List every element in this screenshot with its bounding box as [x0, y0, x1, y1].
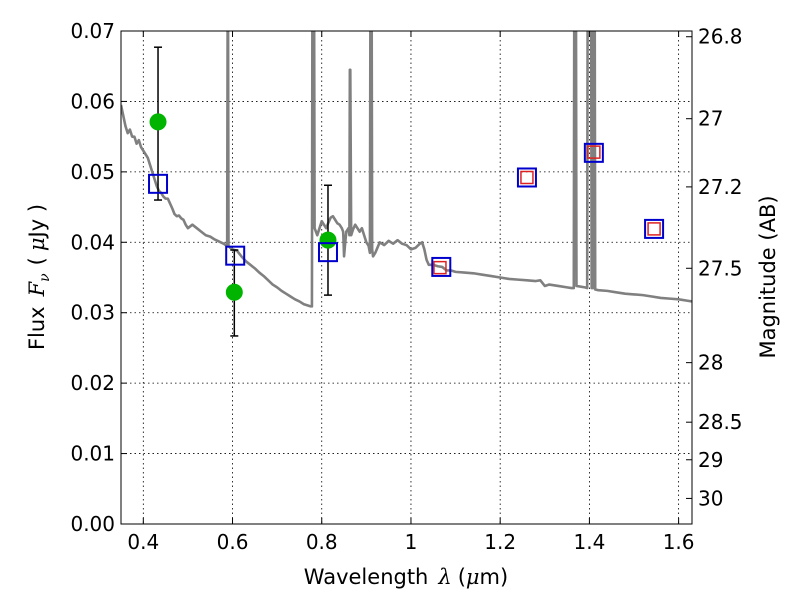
y-tick-label: 0.06: [70, 89, 115, 113]
x-tick-label: 1.2: [484, 530, 516, 554]
model-photometry-ir-square: [520, 170, 534, 185]
sed-model-line: [121, 31, 692, 308]
model-photometry-square: [431, 256, 452, 277]
x-axis-label-mu: μ: [466, 565, 480, 589]
x-axis-label-lambda: λ: [437, 565, 451, 589]
y-axis-label-unit: Jy ): [25, 204, 49, 240]
plot-area: [121, 31, 692, 337]
y2-tick-label: 29: [698, 448, 723, 472]
y-tick-label: 0.05: [70, 160, 115, 184]
y-tick-label: 0.04: [70, 230, 115, 254]
y-tick-label: 0.01: [70, 442, 115, 466]
y-axis-label-prefix: Flux: [25, 306, 49, 350]
y-tick-label: 0.03: [70, 301, 115, 325]
x-tick-label: 1.4: [573, 530, 605, 554]
y-axis-label-mu: μ: [25, 237, 49, 251]
model-photometry-square: [583, 142, 604, 163]
model-photometry-ir-square: [647, 222, 661, 236]
model-photometry-square: [516, 167, 537, 188]
grid: [121, 30, 692, 525]
observed-point: [149, 113, 167, 131]
y2-tick-label: 27: [698, 107, 723, 131]
y-tick-label: 0.02: [70, 371, 115, 395]
y-axis-label-nu: ν: [37, 273, 53, 282]
y2-tick-label: 26.8: [698, 25, 743, 49]
y2-tick-label: 28: [698, 351, 723, 375]
y2-tick-label: 27.2: [698, 175, 743, 199]
y-tick-label: 0.07: [70, 19, 115, 43]
y2-axis-label: Magnitude (AB): [756, 195, 780, 358]
x-axis-label: Wavelength λ (μm): [304, 565, 508, 589]
x-tick-label: 0.8: [306, 530, 338, 554]
x-tick-label: 1: [405, 530, 418, 554]
x-axis-label-unit: m): [480, 565, 509, 589]
y-axis-label: Flux Fν ( μJy ): [25, 204, 53, 350]
plot-frame: [120, 30, 693, 525]
x-tick-label: 1.6: [663, 530, 695, 554]
model-photometry-ir-square: [587, 145, 601, 159]
model-photometry-square: [225, 245, 246, 266]
model-photometry-ir-square: [433, 260, 447, 275]
model-photometry-square: [644, 218, 665, 239]
observed-point: [319, 231, 337, 249]
y2-tick-label: 28.5: [698, 410, 743, 434]
x-tick-label: 0.6: [217, 530, 249, 554]
observed-point: [225, 283, 243, 301]
y-tick-label: 0.00: [70, 512, 115, 536]
model-photometry-square: [148, 173, 169, 194]
model-photometry-square: [317, 242, 338, 263]
y2-tick-label: 30: [698, 486, 723, 510]
y-axis-label-F: F: [25, 280, 49, 297]
axes: 0.4 0.6 0.8 1 1.2 1.4 1.6 0.00 0.01 0.02 0.03 0.04 0…: [70, 19, 742, 554]
x-axis-label-open: (: [458, 565, 466, 589]
x-tick-label: 0.4: [127, 530, 159, 554]
y2-tick-label: 27.5: [698, 256, 743, 280]
x-axis-label-prefix: Wavelength: [304, 565, 429, 589]
plot-clipped-group: [121, 31, 692, 337]
y-axis-label-open: (: [25, 257, 49, 265]
